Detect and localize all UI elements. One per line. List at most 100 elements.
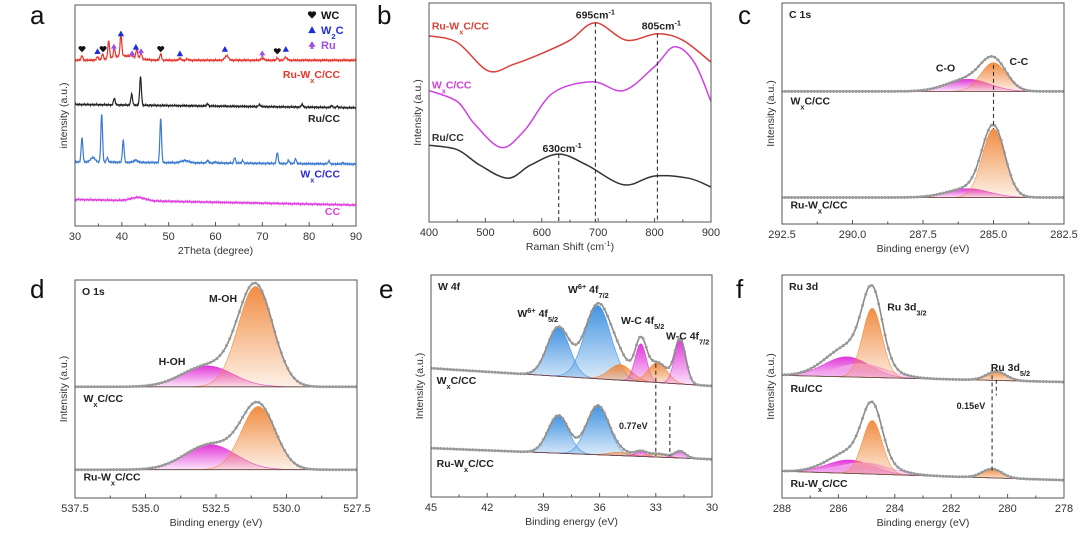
data-point [468,448,471,452]
data-point [452,368,455,372]
data-point [541,438,545,441]
data-point [176,374,180,378]
data-point [509,449,513,453]
data-point [522,372,526,376]
data-point [202,363,206,367]
data-point [686,454,690,458]
data-point [92,468,96,472]
data-point [173,458,177,462]
data-point [1038,477,1042,481]
data-point [1015,378,1019,382]
data-point [1019,191,1022,195]
label-part: Ru 3d [991,362,1020,374]
data-point [273,330,277,334]
data-point [154,382,158,386]
data-point [170,460,174,464]
label-part: 4f [536,308,549,320]
data-point [1051,196,1055,199]
data-point [838,451,842,455]
data-point [832,196,836,199]
data-point [131,385,135,388]
data-point [980,61,984,65]
data-point [957,187,961,191]
data-point [1009,475,1013,479]
data-point [1035,379,1039,383]
data-point [825,89,829,93]
data-point [202,443,206,447]
y-axis-label: intensity (a.u.) [58,83,70,149]
data-point [799,468,803,472]
data-point [806,467,810,471]
data-point [809,89,813,93]
data-point [625,449,629,453]
x-axis-label: Binding energy (eV) [525,516,618,528]
data-point [490,449,494,453]
data-point [983,469,987,473]
data-point [1012,81,1016,84]
data-point [295,463,299,467]
label-part: W [437,375,447,387]
data-point [631,353,635,357]
x-tick-label: 33 [650,502,662,514]
label-part: 2 [331,32,335,41]
data-point [471,369,475,373]
data-point [670,360,674,364]
series-label: Ru-WxC/CC [283,69,341,85]
data-point [102,385,106,389]
data-point [854,196,858,199]
data-point [619,444,622,448]
data-point [448,368,452,371]
data-point [121,468,125,472]
data-point [1022,379,1026,383]
data-point [538,443,542,446]
data-point [334,468,338,472]
series [429,46,711,149]
heart-marker-icon [78,46,86,53]
data-point [503,449,507,453]
data-point [925,88,929,92]
label-part: 5/2 [1020,368,1030,377]
x-tick-label: 288 [773,503,791,515]
data-point [452,447,455,451]
peak-annotation: 0.77eV [619,421,648,431]
data-point [1022,87,1026,91]
panel-letter: c [738,0,751,30]
data-point [822,358,826,362]
panel-b: b Ru-WxC/CCWxC/CCRu/CC695cm-1805cm-1630cm… [377,0,720,253]
y-axis-label: Intensity (a.u.) [58,356,70,423]
data-point [487,448,491,452]
data-point [977,376,981,380]
data-point [318,385,322,389]
data-point [257,284,261,287]
label-part: x [447,381,452,390]
data-point [76,385,80,389]
data-point [561,416,565,420]
data-point [1031,195,1035,199]
data-point [289,372,293,376]
x-tick-label: 285.0 [980,229,1008,241]
plot-frame [428,2,712,223]
label-part: CC [325,206,341,218]
data-point [445,367,449,371]
data-point [1035,477,1039,481]
data-point [1028,195,1032,199]
data-point [816,89,819,93]
data-point [857,315,861,319]
data-point [903,89,906,93]
data-point [925,194,929,198]
data-point [283,359,286,363]
plot-area [75,34,356,208]
data-point [221,438,225,442]
club-marker-icon [129,50,136,57]
data-point [999,62,1003,66]
data-point [567,428,571,432]
data-point [448,447,452,451]
data-point [941,474,945,478]
data-point [1028,379,1032,383]
data-point [944,377,948,381]
data-point [790,196,794,199]
data-point [883,89,887,93]
data-point [935,474,939,478]
data-point [806,368,810,372]
data-point [799,89,803,93]
